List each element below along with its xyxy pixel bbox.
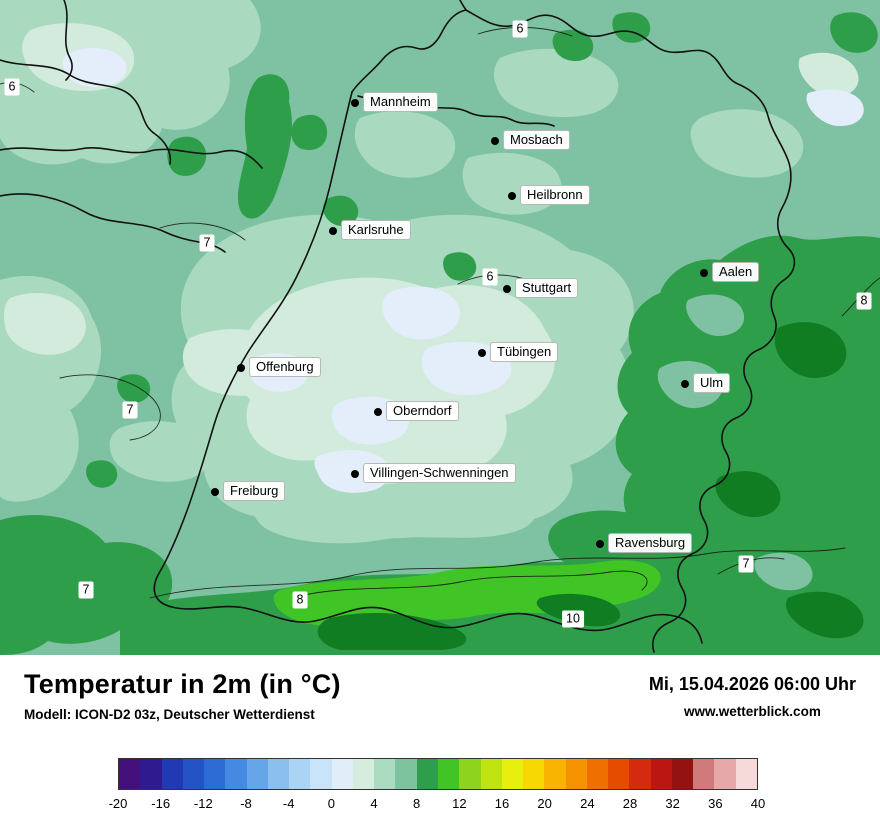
colorbar-tick-label: 20 — [537, 796, 552, 811]
map-title: Temperatur in 2m (in °C) — [24, 669, 341, 699]
isotherm-label: 6 — [512, 20, 528, 38]
isotherm-label: 8 — [856, 292, 872, 310]
city-label: Karlsruhe — [341, 220, 411, 240]
colorbar-tick-label: 0 — [327, 796, 335, 811]
colorbar-tick-label: -20 — [108, 796, 128, 811]
colorbar-segments — [118, 758, 758, 790]
isotherm-label: 7 — [738, 555, 754, 573]
colorbar-segment — [693, 759, 715, 789]
colorbar-tick-label: -8 — [240, 796, 252, 811]
colorbar-segment — [395, 759, 417, 789]
colorbar-segment — [608, 759, 630, 789]
colorbar-segment — [735, 759, 757, 789]
map-labels-overlay: Mannheim Mosbach Heilbronn Karlsruhe Stuttga… — [4, 20, 872, 628]
colorbar-segment — [289, 759, 311, 789]
colorbar-segment — [310, 759, 332, 789]
city-dot — [596, 540, 604, 548]
isotherm-label: 8 — [292, 591, 308, 609]
city-label: Offenburg — [249, 357, 321, 377]
colorbar-segment — [161, 759, 183, 789]
colorbar-segment — [586, 759, 609, 789]
city-label: Oberndorf — [386, 401, 459, 421]
boundary-lines — [0, 0, 796, 653]
colorbar-tick-label: -16 — [151, 796, 171, 811]
colorbar-tick-label: 28 — [622, 796, 638, 811]
footer: Temperatur in 2m (in °C) Modell: ICON-D2… — [0, 655, 880, 830]
city-dot — [374, 408, 382, 416]
colorbar-tick-label: 36 — [708, 796, 723, 811]
city-label: Mosbach — [503, 130, 570, 150]
colorbar-tick-label: 12 — [452, 796, 467, 811]
colorbar-segment — [565, 759, 587, 789]
colorbar-tick-label: 32 — [665, 796, 680, 811]
colorbar-segment — [225, 759, 247, 789]
valid-datetime: Mi, 15.04.2026 06:00 Uhr — [648, 674, 856, 694]
colorbar-segment — [671, 759, 694, 789]
colorbar-segment — [501, 759, 524, 789]
colorbar-segment — [437, 759, 460, 789]
colorbar-segment — [267, 759, 290, 789]
city-label: Heilbronn — [520, 185, 590, 205]
city-label: Tübingen — [490, 342, 559, 362]
model-info: Modell: ICON-D2 03z, Deutscher Wetterdie… — [24, 707, 315, 722]
city-dot — [351, 99, 359, 107]
footer-title-block: Temperatur in 2m (in °C) Modell: ICON-D2… — [24, 669, 341, 722]
colorbar-tick-label: -4 — [282, 796, 295, 811]
isotherm-label: 7 — [78, 581, 94, 599]
colorbar-tick-labels: -20 -16 -12 -8 -4 0 4 8 12 16 20 24 28 32 36 40 — [109, 796, 766, 814]
isotherm-label: 7 — [122, 401, 138, 419]
isotherm-label: 10 — [562, 610, 584, 628]
colorbar-tick-label: 16 — [494, 796, 510, 811]
city-dot — [681, 380, 689, 388]
colorbar-tick-label: 4 — [370, 796, 378, 811]
isotherm-label: 6 — [482, 268, 498, 286]
colorbar-tick-label: 40 — [750, 796, 766, 811]
colorbar-segment — [416, 759, 438, 789]
colorbar-segment — [714, 759, 736, 789]
colorbar-segment — [119, 759, 141, 789]
colorbar-tick-label: 24 — [580, 796, 595, 811]
city-dot — [351, 470, 359, 478]
city-label: Freiburg — [223, 481, 286, 501]
colorbar-segment — [544, 759, 566, 789]
city-dot — [508, 192, 516, 200]
temperature-map-svg — [0, 0, 880, 655]
temperature-colorbar: -20 -16 -12 -8 -4 0 4 8 12 16 20 24 28 32 36 40 — [109, 758, 766, 814]
city-label: Stuttgart — [515, 278, 579, 298]
colorbar-segment — [523, 759, 545, 789]
city-dot — [503, 285, 511, 293]
colorbar-segment — [374, 759, 396, 789]
colorbar-segment — [140, 759, 162, 789]
colorbar-tick-label: -12 — [193, 796, 213, 811]
isotherm-label: 6 — [4, 78, 20, 96]
colorbar-segment — [480, 759, 502, 789]
city-dot — [491, 137, 499, 145]
city-label: Ulm — [693, 373, 731, 393]
city-label: Villingen-Schwenningen — [363, 463, 516, 483]
city-dot — [478, 349, 486, 357]
temperature-map: Mannheim Mosbach Heilbronn Karlsruhe Stuttga… — [0, 0, 880, 655]
colorbar-segment — [204, 759, 226, 789]
footer-meta-block: Mi, 15.04.2026 06:00 Uhr www.wetterblick… — [649, 669, 856, 719]
city-label: Aalen — [712, 262, 760, 282]
city-dot — [329, 227, 337, 235]
city-label: Ravensburg — [608, 533, 693, 553]
colorbar-segment — [629, 759, 651, 789]
colorbar-segment — [331, 759, 353, 789]
colorbar-segment — [246, 759, 268, 789]
city-dot — [237, 364, 245, 372]
colorbar-segment — [650, 759, 672, 789]
colorbar-segment — [352, 759, 375, 789]
colorbar-segment — [182, 759, 205, 789]
colorbar-segment — [459, 759, 481, 789]
website-url: www.wetterblick.com — [684, 704, 821, 719]
isotherm-label: 7 — [199, 234, 215, 252]
footer-header: Temperatur in 2m (in °C) Modell: ICON-D2… — [0, 655, 880, 722]
city-label: Mannheim — [363, 92, 438, 112]
city-dot — [700, 269, 708, 277]
city-dot — [211, 488, 219, 496]
colorbar-tick-label: 8 — [413, 796, 421, 811]
